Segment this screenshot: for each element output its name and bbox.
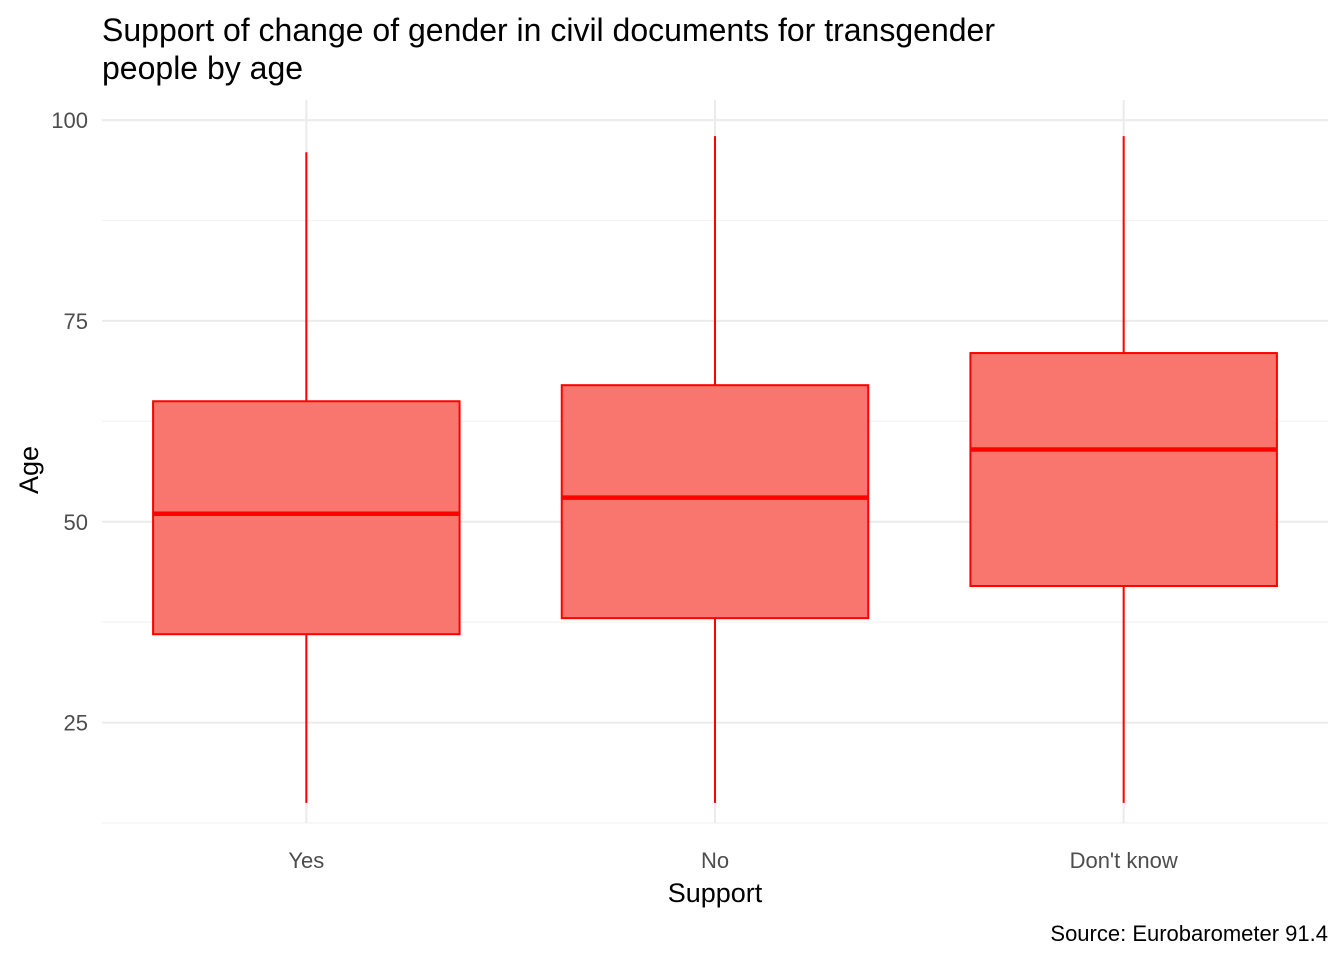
box-don-t-know xyxy=(969,136,1278,803)
x-tick-label: No xyxy=(701,848,729,873)
x-tick-label: Yes xyxy=(288,848,324,873)
box-no xyxy=(560,136,870,803)
interquartile-box xyxy=(560,384,870,620)
box-layer xyxy=(152,136,1278,803)
source-caption: Source: Eurobarometer 91.4 xyxy=(1050,921,1328,946)
y-tick-label: 25 xyxy=(64,711,88,736)
x-tick-label: Don't know xyxy=(1070,848,1178,873)
box-yes xyxy=(152,152,461,803)
chart-title-line-1: Support of change of gender in civil doc… xyxy=(102,12,995,48)
y-axis-title: Age xyxy=(14,446,44,494)
chart-title-line-2: people by age xyxy=(102,50,303,86)
y-tick-label: 75 xyxy=(64,309,88,334)
interquartile-box xyxy=(152,400,461,636)
y-tick-label: 100 xyxy=(51,108,88,133)
x-axis-ticks: Yes No Don't know xyxy=(288,848,1177,873)
y-axis-ticks: 25 50 75 100 xyxy=(51,108,88,736)
y-tick-label: 50 xyxy=(64,510,88,535)
interquartile-box xyxy=(969,352,1278,588)
x-axis-title: Support xyxy=(668,878,763,908)
